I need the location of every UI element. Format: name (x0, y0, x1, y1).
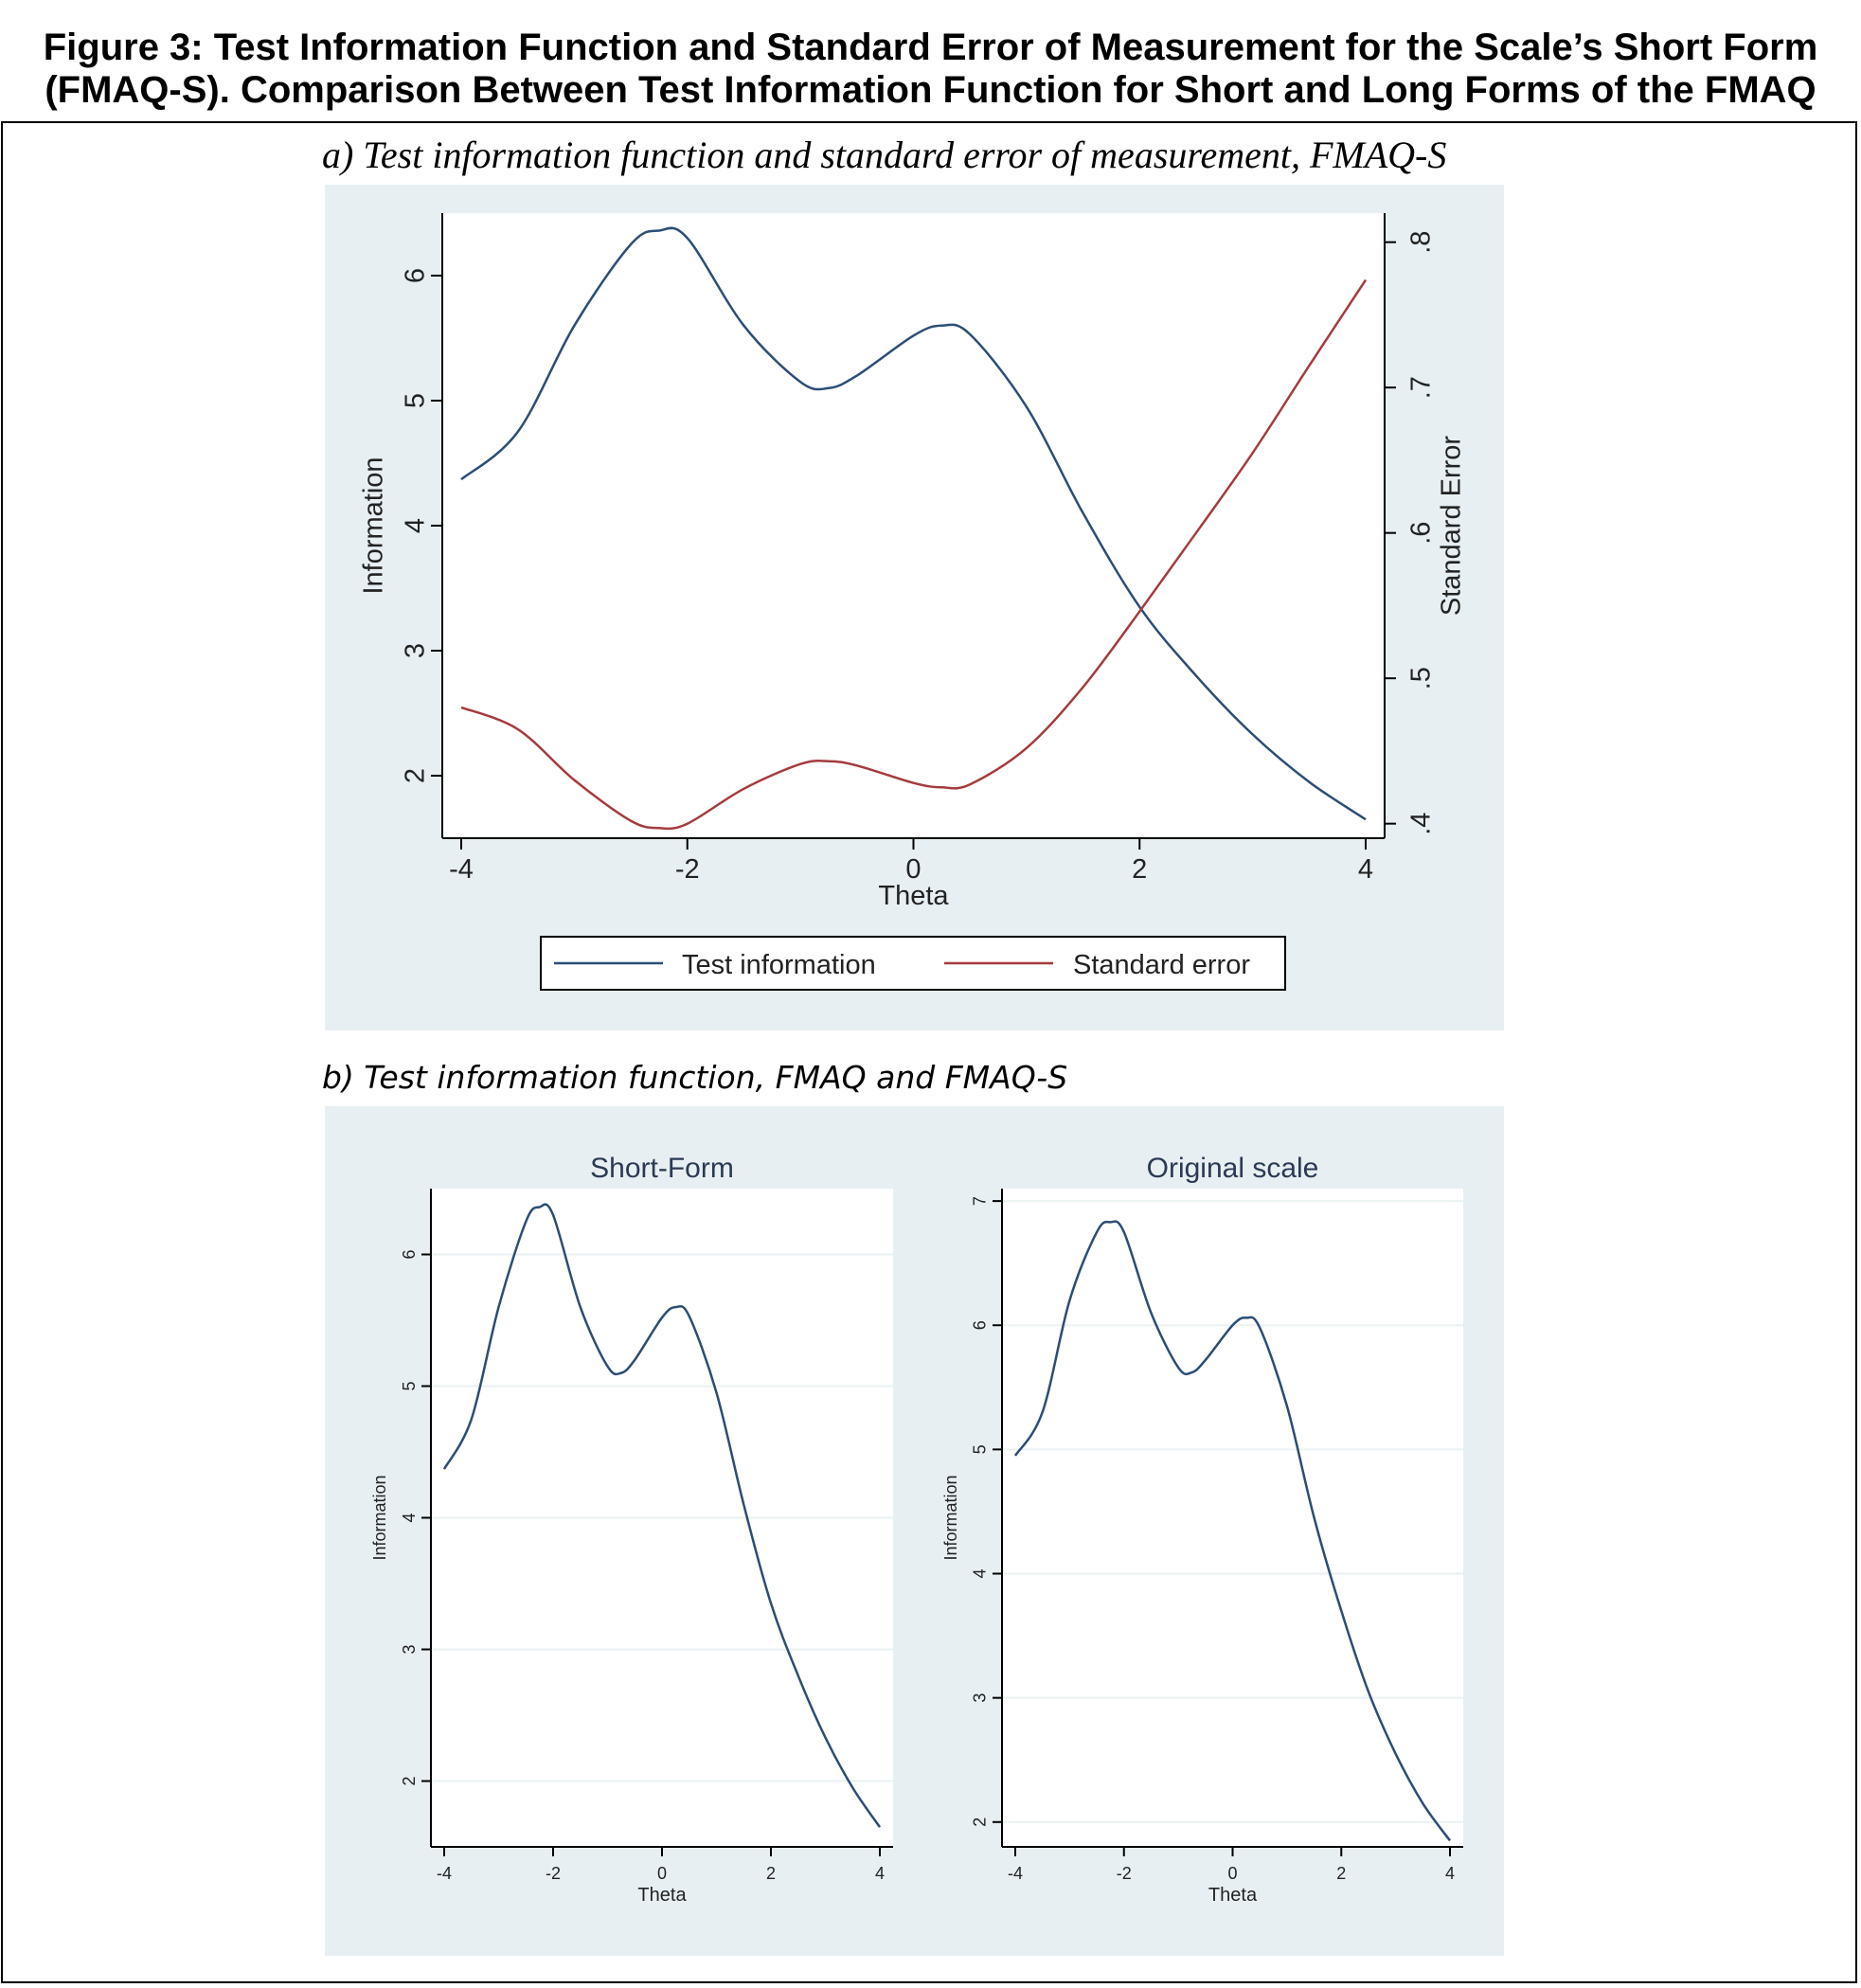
original-scale-x-axis-label: Theta (1208, 1885, 1258, 1906)
panel-a-caption: a) Test information function and standar… (322, 134, 1447, 176)
series-test-information (460, 226, 1367, 821)
original-scale-y-axis-label: Information (941, 1475, 960, 1560)
original-scale-y-tick-label: 3 (971, 1693, 990, 1703)
original-scale-x-tick-label: 0 (1227, 1864, 1237, 1883)
series-standard-error (460, 278, 1368, 831)
panel-b-caption: b) Test information function, FMAQ and F… (322, 1059, 1068, 1096)
panel-a-x-axis-label: Theta (878, 881, 949, 911)
original-scale-title: Original scale (1147, 1153, 1319, 1184)
original-scale-y-tick-label: 6 (971, 1320, 990, 1330)
original-scale-y-tick-label: 2 (971, 1818, 990, 1827)
panel-a-x-tick-label: -4 (449, 854, 474, 885)
panel-a-x-tick-label: -2 (675, 854, 700, 885)
panel-a-y2-tick-label: .7 (1406, 376, 1437, 399)
panel-a-y2-tick-label: .5 (1406, 667, 1437, 690)
panel-a-y2-tick-label: .4 (1406, 813, 1437, 835)
original-scale-series-information (1013, 1220, 1452, 1842)
panel-a-x-tick-label: 4 (1358, 854, 1373, 885)
short-form-y-tick-label: 4 (400, 1513, 419, 1522)
figure-title-line-1: Figure 3: Test Information Function and … (43, 27, 1818, 68)
figure-frame (1, 121, 1857, 1983)
panel-a-plot-area (442, 213, 1385, 838)
short-form-y-tick-label: 6 (400, 1249, 419, 1259)
short-form-x-tick-label: -2 (546, 1864, 561, 1883)
original-scale-x-tick-label: 2 (1336, 1864, 1346, 1883)
panel-a-y2-tick-label: .6 (1406, 522, 1437, 545)
short-form-title: Short-Form (590, 1153, 734, 1184)
original-scale-x-tick-label: -4 (1008, 1864, 1023, 1883)
panel-a-x-tick-label: 0 (905, 854, 921, 885)
panel-a-y2-tick-label: .8 (1406, 231, 1437, 254)
short-form-y-tick-label: 5 (400, 1381, 419, 1390)
panel-a-y-tick-label: 3 (401, 643, 431, 658)
panel-a-y-axis-label: Information (359, 457, 389, 594)
legend-label-standard-error: Standard error (1073, 950, 1250, 980)
panel-a-x-tick-label: 2 (1132, 854, 1147, 885)
panel-a-y-tick-label: 4 (401, 518, 431, 533)
panel-a-y-tick-label: 5 (401, 393, 431, 408)
panel-a-legend (540, 936, 1286, 991)
original-scale-y-tick-label: 4 (971, 1569, 990, 1579)
original-scale-plot-area (1002, 1189, 1463, 1847)
short-form-x-axis-label: Theta (637, 1885, 687, 1906)
panel-a-y-tick-label: 2 (401, 768, 431, 783)
original-scale-y-tick-label: 7 (971, 1196, 990, 1206)
short-form-y-tick-label: 2 (400, 1776, 419, 1785)
short-form-y-axis-label: Information (370, 1475, 389, 1560)
short-form-x-tick-label: 4 (875, 1864, 885, 1883)
original-scale-x-tick-label: 4 (1445, 1864, 1455, 1883)
figure-title-line-2: (FMAQ-S). Comparison Between Test Inform… (45, 69, 1816, 111)
short-form-x-tick-label: 0 (657, 1864, 667, 1883)
panel-a-y-tick-label: 6 (401, 268, 431, 283)
short-form-x-tick-label: -4 (437, 1864, 452, 1883)
original-scale-x-tick-label: -2 (1117, 1864, 1132, 1883)
legend-label-test-information: Test information (682, 950, 876, 980)
panel-a-y2-axis-label: Standard Error (1437, 436, 1467, 617)
figure-title: Figure 3: Test Information Function and … (0, 27, 1861, 112)
short-form-series-information (442, 1203, 882, 1828)
short-form-x-tick-label: 2 (766, 1864, 776, 1883)
short-form-y-tick-label: 3 (400, 1644, 419, 1654)
original-scale-y-tick-label: 5 (971, 1444, 990, 1454)
